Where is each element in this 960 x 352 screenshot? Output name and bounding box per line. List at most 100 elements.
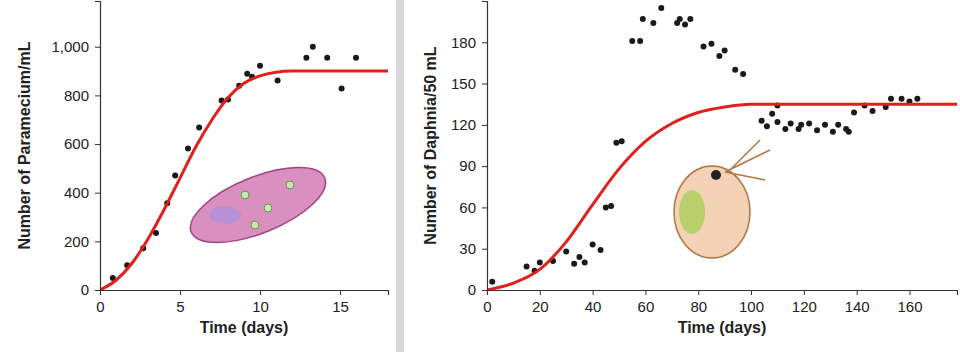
- paramecium-body: [181, 152, 335, 258]
- data-point: [888, 96, 894, 102]
- data-point: [914, 96, 920, 102]
- data-point: [637, 38, 643, 44]
- tick-label: 1,000: [51, 38, 89, 55]
- axis-line: [488, 291, 958, 296]
- tick-label: 200: [64, 233, 89, 250]
- tick-mark: [482, 166, 487, 167]
- data-point: [185, 145, 191, 151]
- daphnia-eggs: [679, 190, 705, 234]
- data-point: [353, 55, 359, 61]
- paramecium-vacuole: [286, 181, 294, 189]
- data-point: [764, 123, 770, 129]
- paramecium-vacuole: [241, 191, 249, 199]
- data-point: [822, 122, 828, 128]
- tick-label: 40: [585, 298, 602, 315]
- tick: 1,000: [51, 38, 100, 55]
- data-point: [708, 41, 714, 47]
- tick-label: 10: [252, 298, 269, 315]
- plot-area: [487, 5, 957, 290]
- tick: 120: [792, 290, 817, 315]
- tick-mark: [95, 241, 100, 242]
- tick-label: 20: [532, 298, 549, 315]
- data-point: [524, 264, 530, 270]
- tick-mark: [751, 290, 752, 295]
- tick-label: 5: [176, 298, 184, 315]
- data-point: [682, 21, 688, 27]
- data-point: [835, 122, 841, 128]
- panel: 0204060801001201401600306090120150180Tim…: [422, 2, 958, 337]
- data-point: [687, 16, 693, 22]
- tick-label: 120: [451, 116, 476, 133]
- data-point: [732, 67, 738, 73]
- tick-label: 120: [792, 298, 817, 315]
- data-point: [716, 53, 722, 59]
- tick-label: 100: [739, 298, 764, 315]
- axis-line: [482, 2, 488, 291]
- tick-label: 400: [64, 184, 89, 201]
- tick: 30: [459, 240, 487, 257]
- tick-mark: [645, 290, 646, 295]
- tick-mark: [857, 290, 858, 295]
- data-point: [339, 86, 345, 92]
- tick: 15: [332, 290, 349, 315]
- tick: 0: [81, 281, 100, 298]
- data-point: [650, 20, 656, 26]
- tick: 60: [638, 290, 655, 315]
- tick-mark: [540, 290, 541, 295]
- tick-mark: [482, 249, 487, 250]
- data-point: [830, 129, 836, 135]
- data-point: [759, 118, 765, 124]
- tick: 400: [64, 184, 100, 201]
- data-point: [324, 55, 330, 61]
- data-point: [899, 96, 905, 102]
- y-axis: 0 200 400 600 800 1,000: [51, 2, 100, 299]
- data-point: [257, 63, 263, 69]
- data-point: [563, 248, 569, 254]
- data-point: [658, 5, 664, 11]
- tick-label: 0: [96, 298, 104, 315]
- data-point: [851, 109, 857, 115]
- tick: 120: [451, 116, 487, 133]
- tick-label: 800: [64, 87, 89, 104]
- tick: 150: [451, 75, 487, 92]
- data-point: [677, 16, 683, 22]
- tick-mark: [260, 290, 261, 295]
- axis-line: [101, 291, 389, 296]
- tick-mark: [95, 290, 100, 291]
- data-point: [722, 48, 728, 54]
- data-point: [613, 140, 619, 146]
- paramecium-vacuole: [251, 221, 259, 229]
- curve: [100, 71, 388, 290]
- tick-label: 0: [483, 298, 491, 315]
- tick-mark: [340, 290, 341, 295]
- y-axis-title: Number of Daphnia/50 mL: [422, 46, 439, 244]
- data-point: [489, 279, 495, 285]
- tick-label: 0: [468, 281, 476, 298]
- data-point: [740, 71, 746, 77]
- tick: 180: [451, 34, 487, 51]
- tick-mark: [95, 95, 100, 96]
- tick-label: 60: [459, 199, 476, 216]
- data-point: [806, 120, 812, 126]
- tick: 600: [64, 135, 100, 152]
- data-point: [774, 119, 780, 125]
- x-axis: 0 5 10 15: [96, 290, 388, 315]
- data-point: [782, 126, 788, 132]
- data-point: [788, 120, 794, 126]
- data-point: [608, 203, 614, 209]
- x-axis-title: Time (days): [200, 319, 289, 336]
- tick-label: 30: [459, 240, 476, 257]
- tick-label: 90: [459, 157, 476, 174]
- panel: 05101502004006008001,000Time (days)Numbe…: [16, 2, 389, 337]
- data-point: [590, 242, 596, 248]
- data-point: [275, 78, 281, 84]
- tick: 0: [483, 290, 491, 315]
- tick: 5: [176, 290, 184, 315]
- tick: 0: [96, 290, 104, 315]
- tick-mark: [482, 207, 487, 208]
- data-point: [846, 129, 852, 135]
- x-axis: 020406080100120140160: [483, 290, 957, 315]
- daphnia-body: [674, 166, 750, 258]
- data-point: [629, 38, 635, 44]
- plot-area: [100, 44, 388, 290]
